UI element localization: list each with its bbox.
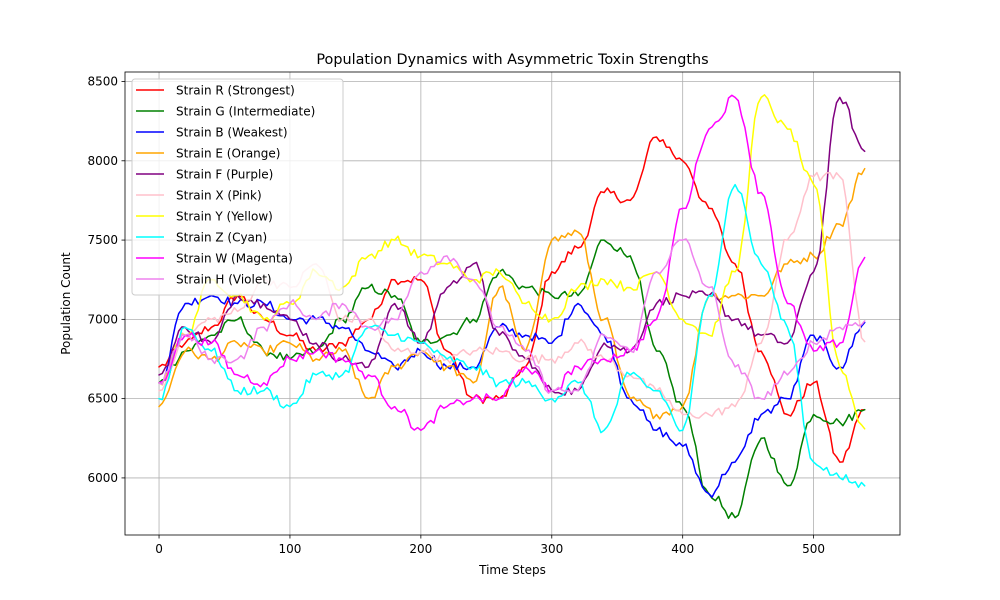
axis-ticks: 0 100 200 300 400 500 6000 6500 7000 7500 8000 8500 bbox=[87, 75, 825, 556]
x-axis-label: Time Steps bbox=[478, 563, 546, 577]
grid-lines bbox=[125, 72, 900, 535]
legend-label: Strain B (Weakest) bbox=[176, 126, 288, 140]
series-line bbox=[158, 136, 866, 463]
legend-label: Strain R (Strongest) bbox=[176, 84, 295, 98]
y-tick-label: 7000 bbox=[87, 312, 118, 326]
y-axis-label: Population Count bbox=[59, 252, 73, 355]
x-tick-label: 0 bbox=[155, 542, 163, 556]
legend-label: Strain E (Orange) bbox=[176, 147, 280, 161]
legend-label: Strain H (Violet) bbox=[176, 273, 272, 287]
series-line bbox=[158, 167, 866, 420]
plot-area-frame bbox=[124, 71, 901, 536]
legend-label: Strain F (Purple) bbox=[176, 168, 273, 182]
y-tick-label: 6500 bbox=[87, 392, 118, 406]
y-tick-label: 8500 bbox=[87, 75, 118, 89]
legend-label: Strain Y (Yellow) bbox=[176, 210, 273, 224]
y-tick-label: 8000 bbox=[87, 154, 118, 168]
series-line bbox=[158, 183, 866, 489]
legend: Strain R (Strongest) Strain G (Intermedia… bbox=[131, 78, 344, 296]
series-line bbox=[158, 94, 866, 432]
series-line bbox=[158, 94, 866, 430]
x-tick-label: 500 bbox=[802, 542, 825, 556]
series-line bbox=[158, 239, 866, 520]
y-tick-label: 6000 bbox=[87, 471, 118, 485]
chart-title: Population Dynamics with Asymmetric Toxi… bbox=[316, 52, 708, 68]
x-tick-label: 300 bbox=[540, 542, 563, 556]
x-tick-label: 200 bbox=[409, 542, 432, 556]
y-tick-label: 7500 bbox=[87, 233, 118, 247]
legend-label: Strain G (Intermediate) bbox=[176, 105, 315, 119]
x-tick-label: 100 bbox=[278, 542, 301, 556]
series-line bbox=[158, 238, 866, 401]
legend-label: Strain X (Pink) bbox=[176, 189, 262, 203]
legend-box bbox=[131, 78, 344, 296]
x-tick-label: 400 bbox=[671, 542, 694, 556]
legend-label: Strain W (Magenta) bbox=[176, 252, 293, 266]
legend-label: Strain Z (Cyan) bbox=[176, 231, 267, 245]
